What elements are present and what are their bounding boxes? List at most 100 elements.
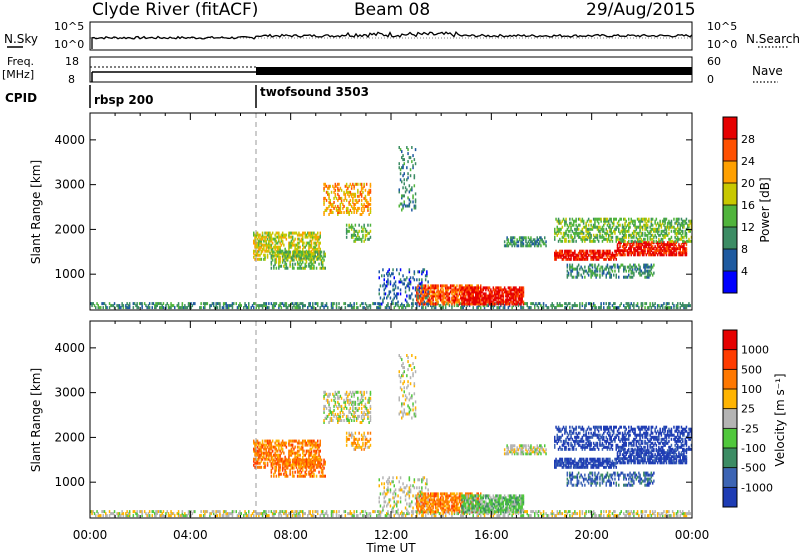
- power-cell: [666, 223, 669, 227]
- power-cell: [471, 284, 473, 288]
- power-cell: [491, 304, 493, 308]
- power-cell: [604, 237, 606, 241]
- power-cell: [521, 294, 523, 298]
- power-cell: [389, 280, 392, 284]
- power-cell: [495, 288, 497, 292]
- power-cell: [518, 288, 521, 292]
- power-cell: [256, 253, 259, 257]
- power-cell: [560, 251, 562, 255]
- power-cell: [666, 302, 669, 306]
- velocity-cell: [280, 451, 283, 455]
- power-cell: [325, 208, 328, 212]
- power-cell: [364, 229, 367, 233]
- power-cell: [278, 247, 280, 251]
- velocity-cell: [147, 512, 150, 516]
- power-cell: [283, 252, 285, 256]
- power-cell: [592, 253, 595, 257]
- power-cell: [636, 225, 639, 229]
- power-cell: [581, 237, 584, 241]
- power-cell: [482, 296, 485, 300]
- power-cell: [579, 223, 581, 227]
- velocity-cell: [661, 514, 664, 518]
- power-cell: [276, 241, 279, 245]
- power-cell: [500, 294, 502, 298]
- power-cell: [421, 286, 423, 290]
- power-cell: [279, 255, 281, 259]
- velocity-cell: [584, 514, 586, 518]
- power-cell: [295, 249, 298, 253]
- velocity-cell: [265, 455, 268, 459]
- power-cell: [619, 249, 621, 253]
- power-cell: [522, 244, 525, 248]
- power-cell: [559, 304, 561, 308]
- power-cell: [636, 267, 639, 271]
- velocity-cell: [266, 514, 269, 518]
- power-cell: [664, 306, 666, 310]
- power-cell: [473, 296, 476, 300]
- power-cell: [626, 241, 629, 245]
- power-cell: [280, 243, 283, 247]
- power-cell: [367, 192, 369, 196]
- power-cell: [610, 273, 612, 277]
- velocity-cell: [268, 443, 270, 447]
- power-cell: [618, 267, 620, 271]
- velocity-cell: [574, 512, 576, 516]
- power-cell: [677, 235, 679, 239]
- power-cell: [634, 221, 636, 225]
- power-cell: [654, 227, 656, 231]
- power-cell: [609, 257, 611, 261]
- power-cell: [403, 158, 405, 162]
- velocity-cell: [127, 512, 130, 516]
- power-cell: [322, 256, 324, 260]
- power-cell: [439, 292, 442, 296]
- power-cell: [283, 258, 285, 262]
- velocity-cell: [590, 512, 592, 516]
- power-cell: [555, 255, 557, 259]
- power-cell: [605, 251, 607, 255]
- power-cell: [656, 304, 659, 308]
- power-cell: [496, 306, 498, 310]
- power-cell: [317, 254, 319, 258]
- power-cell: [298, 256, 300, 260]
- power-cell: [286, 250, 289, 254]
- velocity-cell: [270, 443, 273, 447]
- velocity-cell: [496, 510, 498, 514]
- power-cell: [167, 306, 170, 310]
- power-cell: [239, 304, 241, 308]
- power-cell: [570, 273, 572, 277]
- power-cell: [574, 257, 576, 261]
- power-cell: [433, 306, 436, 310]
- velocity-cell: [296, 455, 299, 459]
- power-cell: [556, 233, 558, 237]
- power-cell: [636, 247, 639, 251]
- power-cell: [471, 290, 473, 294]
- power-cell: [449, 300, 452, 304]
- power-cell: [177, 306, 180, 310]
- power-cell: [462, 304, 464, 308]
- power-cell: [283, 254, 285, 258]
- power-cell: [646, 233, 649, 237]
- power-cell: [639, 243, 641, 247]
- power-cell: [677, 231, 679, 235]
- power-cell: [683, 304, 685, 308]
- power-cell: [506, 294, 508, 298]
- power-cell: [313, 256, 315, 260]
- velocity-cell: [665, 510, 668, 514]
- power-cell: [631, 219, 634, 223]
- power-cell: [323, 306, 325, 310]
- velocity-cell: [625, 514, 627, 518]
- power-cell: [363, 225, 365, 229]
- power-cell: [577, 255, 580, 259]
- power-cell: [577, 251, 580, 255]
- power-cell: [640, 249, 643, 253]
- power-cell: [465, 302, 467, 306]
- power-cell: [449, 284, 452, 288]
- power-cell: [557, 217, 560, 221]
- power-cell: [596, 251, 599, 255]
- power-cell: [625, 233, 627, 237]
- power-cell: [539, 302, 541, 306]
- power-cell: [190, 302, 192, 306]
- power-cell: [567, 233, 570, 237]
- velocity-cell: [296, 441, 299, 445]
- power-cell: [365, 229, 368, 233]
